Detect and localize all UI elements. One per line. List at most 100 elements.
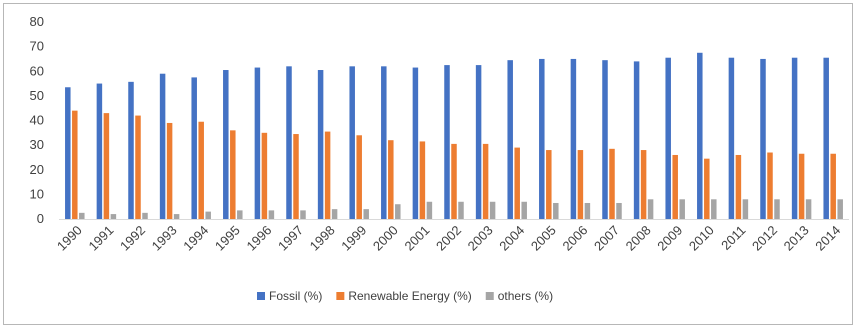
legend-item: others (%) (485, 289, 553, 303)
x-tick-label: 1995 (212, 223, 243, 254)
bar-fossil-1998: Fossil (%) 1998: 60.5 (317, 70, 324, 219)
bar-renewable-1997: Renewable Energy (%) 1997: 34.5 (293, 134, 299, 219)
y-tick-label: 0 (37, 211, 44, 226)
bar-group-1993: Fossil (%) 1993: 59Renewable Energy (%) … (159, 73, 180, 220)
legend-item: Renewable Energy (%) (336, 289, 472, 303)
bar-group-2006: Fossil (%) 2006: 65Renewable Energy (%) … (570, 58, 591, 219)
bar-group-2010: Fossil (%) 2010: 67.5Renewable Energy (%… (697, 52, 717, 219)
bar-fossil-1995: Fossil (%) 1995: 60.5 (223, 70, 229, 219)
bar-fossil-2011: Fossil (%) 2011: 65.5 (728, 57, 735, 219)
bar-fossil-2012: Fossil (%) 2012: 65 (760, 58, 766, 219)
bar-others-2007: others (%) 2007: 6.5 (616, 202, 622, 219)
x-tick-label: 1991 (85, 223, 116, 254)
x-tick-label: 2006 (559, 223, 590, 254)
bar-group-2005: Fossil (%) 2005: 65Renewable Energy (%) … (539, 58, 559, 219)
y-tick-label: 30 (30, 137, 44, 152)
x-tick-label: 2014 (812, 223, 843, 254)
bar-renewable-2013: Renewable Energy (%) 2013: 26.5 (798, 153, 805, 219)
bar-fossil-1992: Fossil (%) 1992: 55.7 (128, 81, 134, 220)
bar-group-1990: Fossil (%) 1990: 53.5Renewable Energy (%… (65, 87, 85, 219)
y-tick-label: 80 (30, 14, 44, 29)
bar-others-2003: others (%) 2003: 7 (489, 201, 496, 219)
bar-renewable-2005: Renewable Energy (%) 2005: 28 (546, 150, 552, 219)
bar-others-1995: others (%) 1995: 3.5 (237, 210, 243, 219)
bar-group-2012: Fossil (%) 2012: 65Renewable Energy (%) … (760, 58, 780, 219)
bar-renewable-2002: Renewable Energy (%) 2002: 30.5 (451, 143, 457, 219)
bar-renewable-1994: Renewable Energy (%) 1994: 39.5 (198, 121, 204, 219)
bar-renewable-2004: Renewable Energy (%) 2004: 29 (514, 147, 520, 219)
x-tick-label: 1998 (307, 223, 338, 254)
bar-fossil-1996: Fossil (%) 1996: 61.5 (254, 67, 261, 220)
bar-fossil-2006: Fossil (%) 2006: 65 (570, 58, 577, 219)
bar-renewable-1990: Renewable Energy (%) 1990: 44 (72, 110, 78, 219)
bar-renewable-2000: Renewable Energy (%) 2000: 32 (388, 140, 394, 219)
bar-fossil-2002: Fossil (%) 2002: 62.5 (444, 65, 450, 219)
bar-renewable-1995: Renewable Energy (%) 1995: 36 (230, 130, 236, 219)
bar-fossil-2004: Fossil (%) 2004: 64.5 (507, 60, 513, 220)
bar-others-2005: others (%) 2005: 6.5 (553, 202, 559, 219)
bar-group-1996: Fossil (%) 1996: 61.5Renewable Energy (%… (254, 67, 275, 220)
bar-fossil-2010: Fossil (%) 2010: 67.5 (697, 52, 703, 219)
bar-renewable-1999: Renewable Energy (%) 1999: 34 (356, 135, 362, 219)
bar-fossil-2009: Fossil (%) 2009: 65.5 (665, 57, 671, 219)
bar-fossil-1994: Fossil (%) 1994: 57.5 (191, 77, 197, 219)
y-axis: 0 10 20 30 40 50 60 70 80 (30, 14, 44, 226)
bar-fossil-1999: Fossil (%) 1999: 62 (349, 66, 355, 219)
bar-group-1997: Fossil (%) 1997: 62Renewable Energy (%) … (286, 66, 306, 219)
bar-group-2004: Fossil (%) 2004: 64.5Renewable Energy (%… (507, 60, 527, 220)
x-tick-label: 2001 (401, 223, 432, 254)
x-tick-label: 2009 (654, 223, 685, 254)
legend-item: Fossil (%) (257, 289, 322, 303)
x-tick-label: 1990 (54, 223, 85, 254)
bar-renewable-2012: Renewable Energy (%) 2012: 27 (767, 152, 773, 219)
legend-swatch (336, 292, 345, 300)
bar-fossil-2008: Fossil (%) 2008: 64 (633, 61, 640, 220)
bar-others-2000: others (%) 2000: 6 (395, 204, 401, 219)
legend: Fossil (%) Renewable Energy (%) others (%) (257, 289, 553, 303)
x-tick-label: 2010 (686, 223, 717, 254)
y-tick-label: 70 (30, 39, 44, 54)
y-tick-label: 50 (30, 88, 44, 103)
x-tick-label: 1993 (149, 223, 180, 254)
bar-others-2008: others (%) 2008: 8 (647, 199, 654, 219)
x-tick-label: 2004 (496, 223, 527, 254)
bar-group-1991: Fossil (%) 1991: 55Renewable Energy (%) … (96, 83, 117, 219)
x-tick-label: 2013 (781, 223, 812, 254)
bars: Fossil (%) 1990: 53.5Renewable Energy (%… (65, 52, 843, 220)
bar-others-1994: others (%) 1994: 3 (205, 211, 211, 219)
bar-group-2001: Fossil (%) 2001: 61.5Renewable Energy (%… (412, 67, 433, 220)
bar-renewable-2011: Renewable Energy (%) 2011: 26 (735, 154, 742, 219)
bar-renewable-2010: Renewable Energy (%) 2010: 24.5 (704, 158, 710, 219)
bar-fossil-2003: Fossil (%) 2003: 62.5 (475, 65, 482, 219)
legend-label: Fossil (%) (269, 289, 322, 303)
bar-others-1993: others (%) 1993: 2 (173, 214, 180, 219)
bar-group-1994: Fossil (%) 1994: 57.5Renewable Energy (%… (191, 77, 211, 219)
bar-fossil-2007: Fossil (%) 2007: 64.5 (602, 60, 608, 220)
bar-fossil-1997: Fossil (%) 1997: 62 (286, 66, 292, 219)
x-tick-label: 1999 (338, 223, 369, 254)
bar-others-2009: others (%) 2009: 8 (679, 199, 685, 219)
bar-group-1998: Fossil (%) 1998: 60.5Renewable Energy (%… (317, 70, 338, 219)
bar-fossil-2013: Fossil (%) 2013: 65.5 (791, 57, 798, 219)
bar-renewable-1996: Renewable Energy (%) 1996: 35 (261, 132, 268, 219)
bar-fossil-2000: Fossil (%) 2000: 62 (381, 66, 387, 219)
bar-renewable-1991: Renewable Energy (%) 1991: 43 (103, 113, 110, 219)
bar-group-2003: Fossil (%) 2003: 62.5Renewable Energy (%… (475, 65, 496, 219)
bar-others-2014: others (%) 2014: 8 (837, 199, 843, 219)
bar-group-2000: Fossil (%) 2000: 62Renewable Energy (%) … (381, 66, 401, 219)
x-tick-label: 1997 (275, 223, 306, 254)
bar-renewable-2008: Renewable Energy (%) 2008: 28 (640, 150, 647, 219)
bar-fossil-1993: Fossil (%) 1993: 59 (159, 73, 166, 220)
y-tick-label: 10 (30, 186, 44, 201)
bar-group-2013: Fossil (%) 2013: 65.5Renewable Energy (%… (791, 57, 812, 219)
bar-others-1990: others (%) 1990: 2.5 (79, 212, 85, 219)
bar-others-2013: others (%) 2013: 8 (805, 199, 812, 219)
x-tick-label: 1992 (117, 223, 148, 254)
bar-others-2004: others (%) 2004: 7 (521, 201, 527, 219)
x-tick-label: 2008 (623, 223, 654, 254)
bar-others-2001: others (%) 2001: 7 (426, 201, 433, 219)
x-tick-label: 2012 (749, 223, 780, 254)
bar-others-2010: others (%) 2010: 8 (711, 199, 717, 219)
